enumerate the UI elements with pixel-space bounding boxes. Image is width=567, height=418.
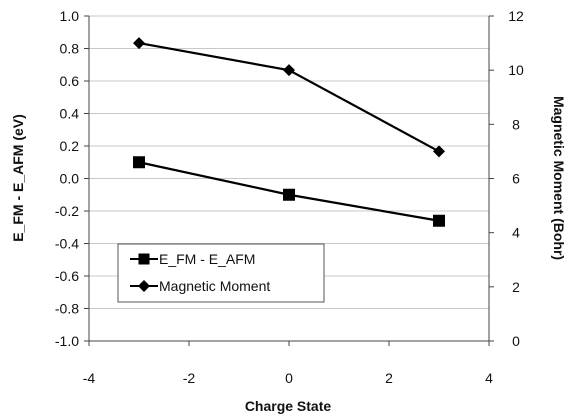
legend-box xyxy=(117,243,325,303)
legend: E_FM - E_AFM Magnetic Moment xyxy=(117,243,325,303)
x-tick-label: 0 xyxy=(285,370,293,386)
square-marker xyxy=(283,188,295,201)
left-tick-label: -0.8 xyxy=(55,301,79,317)
square-marker xyxy=(133,156,145,169)
legend-diamond-marker xyxy=(138,280,150,292)
right-tick-label: 4 xyxy=(512,225,520,241)
left-tick-label: 0.4 xyxy=(60,106,80,122)
square-marker xyxy=(433,214,445,227)
right-tick-label: 0 xyxy=(512,333,520,349)
left-tick-label: -1.0 xyxy=(55,333,79,349)
right-tick-label: 8 xyxy=(512,116,520,132)
left-tick-label: 0.8 xyxy=(60,41,80,57)
x-tick-label: 4 xyxy=(485,370,493,386)
right-tick-label: 2 xyxy=(512,279,520,295)
diamond-marker xyxy=(433,145,445,158)
x-tick-label: 2 xyxy=(385,370,393,386)
left-axis-title: E_FM - E_AFM (eV) xyxy=(10,114,26,242)
left-tick-label: 1.0 xyxy=(60,8,80,24)
x-tick-label: -2 xyxy=(183,370,196,386)
left-tick-label: 0.0 xyxy=(60,171,80,187)
series-line-magnetic-moment xyxy=(138,42,440,153)
left-tick-label: 0.2 xyxy=(60,138,80,154)
legend-label-efm: E_FM - E_AFM xyxy=(159,251,255,267)
x-axis-title: Charge State xyxy=(245,398,332,414)
x-tick-label: -4 xyxy=(83,370,96,386)
right-axis-title: Magnetic Moment (Bohr) xyxy=(551,96,567,260)
left-axis-ticks: 1.0 0.8 0.6 0.4 0.2 0.0 -0.2 -0.4 -0.6 -0.8 -1.0 xyxy=(55,8,89,349)
right-tick-label: 12 xyxy=(508,8,524,24)
left-tick-label: -0.6 xyxy=(55,268,79,284)
x-axis-ticks: -4 -2 0 2 4 xyxy=(83,341,493,386)
right-tick-label: 10 xyxy=(508,62,524,78)
legend-label-magmom: Magnetic Moment xyxy=(159,278,270,294)
legend-square-marker xyxy=(138,253,150,265)
right-axis-ticks: 12 10 8 6 4 2 0 xyxy=(489,8,524,349)
series-layer xyxy=(133,37,445,227)
diamond-marker xyxy=(133,37,145,50)
right-tick-label: 6 xyxy=(512,171,520,187)
diamond-marker xyxy=(283,64,295,77)
left-tick-label: 0.6 xyxy=(60,73,80,89)
left-tick-label: -0.4 xyxy=(55,236,79,252)
left-tick-label: -0.2 xyxy=(55,203,79,219)
